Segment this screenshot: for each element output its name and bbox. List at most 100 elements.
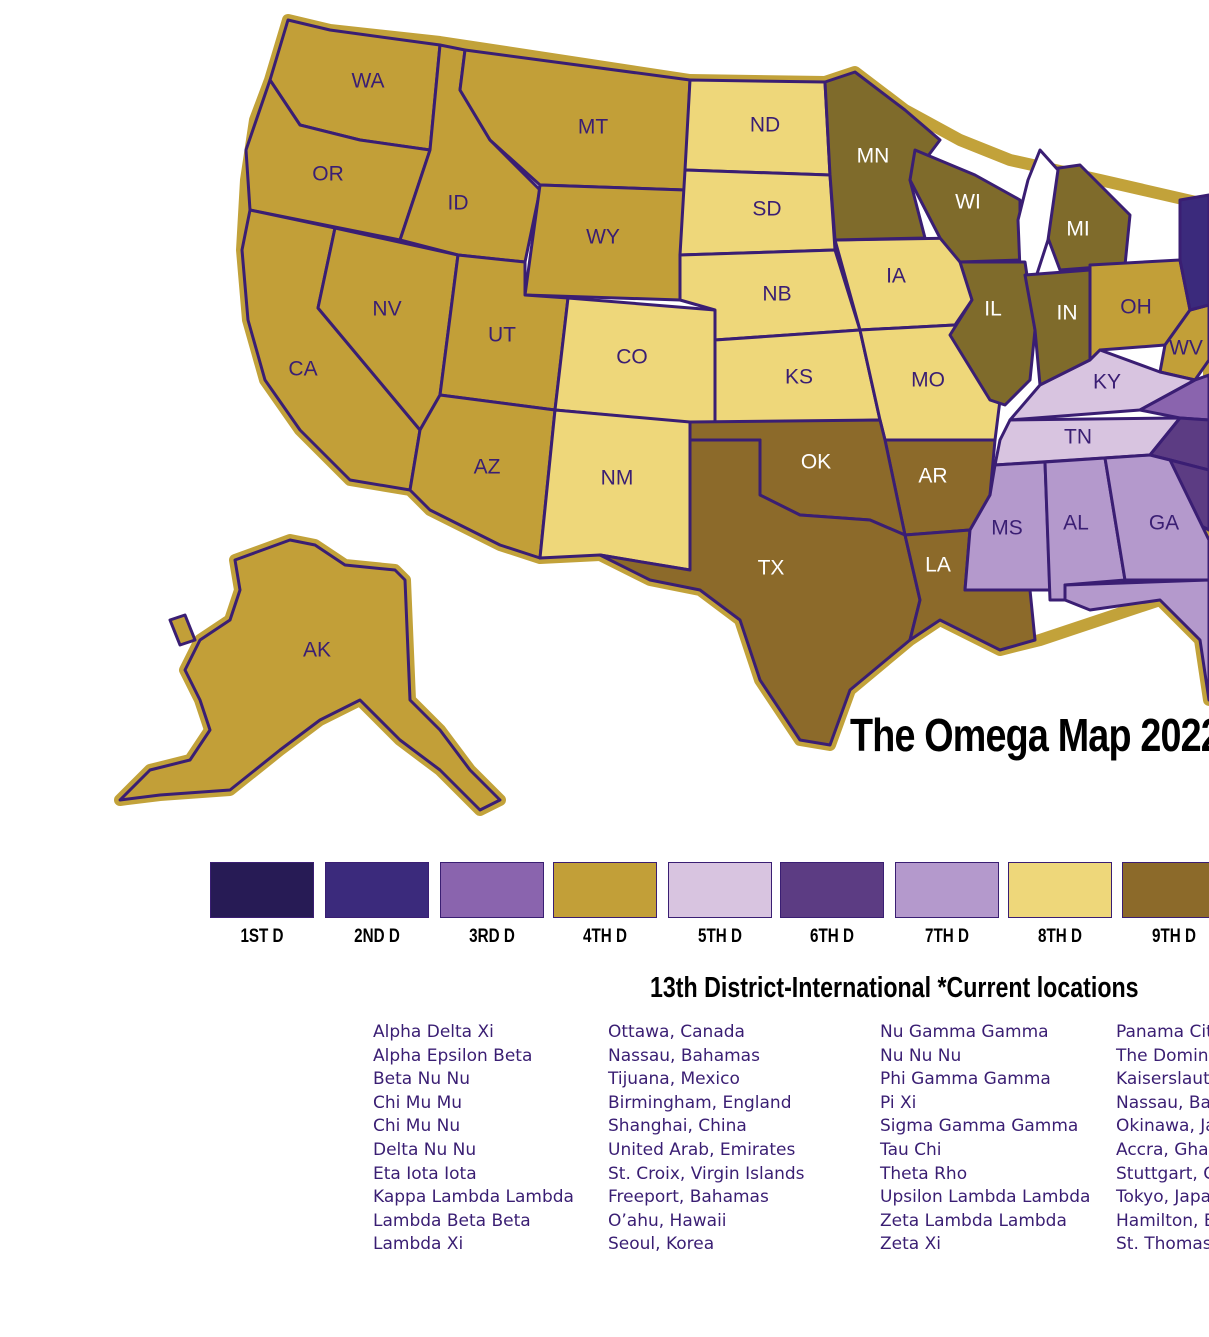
list-item: Hamilton, B (1116, 1210, 1209, 1231)
state-label-wi: WI (955, 191, 981, 214)
state-label-al: AL (1063, 512, 1089, 535)
state-label-tn: TN (1064, 426, 1092, 449)
list-item: Zeta Lambda Lambda (880, 1210, 1067, 1231)
state-label-ia: IA (886, 265, 906, 288)
intl-column-4: Panama Cit The Domini KaiserslauteNassau, … (1116, 1021, 1209, 1257)
list-item: Zeta Xi (880, 1234, 941, 1255)
state-label-ar: AR (918, 465, 947, 488)
state-pa-edge (1178, 193, 1209, 312)
list-item: St. Croix, Virgin Islands (608, 1163, 805, 1184)
list-item: Okinawa, Ja (1116, 1116, 1209, 1137)
state-label-ak: AK (303, 639, 331, 662)
state-label-la: LA (925, 554, 951, 577)
state-label-ks: KS (785, 366, 813, 389)
intl-column-2: Ottawa, Canada Nassau, Bahamas Tijuana, Me… (608, 1021, 805, 1257)
legend-label-1: 1ST D (240, 926, 284, 947)
state-label-co: CO (616, 346, 648, 369)
state-label-mt: MT (578, 116, 608, 139)
list-item: Lambda Beta Beta (373, 1210, 531, 1231)
state-label-nv: NV (372, 298, 401, 321)
legend-swatch-2 (325, 862, 429, 918)
state-label-ca: CA (288, 358, 317, 381)
state-label-nd: ND (750, 114, 780, 137)
list-item: Tokyo, Japa (1116, 1187, 1209, 1208)
state-label-sd: SD (752, 198, 781, 221)
list-item: Chi Mu Mu (373, 1092, 463, 1113)
state-label-id: ID (448, 192, 469, 215)
state-label-wa: WA (351, 70, 384, 93)
list-item: Ottawa, Canada (608, 1022, 745, 1042)
legend-swatch-4 (553, 862, 657, 918)
list-item: Nassau, Bahamas (608, 1045, 760, 1066)
state-nm (538, 408, 692, 572)
list-item: Phi Gamma Gamma (880, 1069, 1051, 1090)
state-label-ms: MS (991, 517, 1023, 540)
state-label-mo: MO (911, 369, 945, 392)
legend-swatch-1 (210, 862, 314, 918)
list-item: Theta Rho (880, 1163, 968, 1184)
list-item: Sigma Gamma Gamma (880, 1116, 1079, 1137)
state-labels: WA OR CA ID NV MT WY UT AZ AK CO NM ND SD NB KS IA MO MN WI… (288, 70, 1203, 662)
state-label-az: AZ (474, 456, 501, 479)
list-item: Chi Mu Nu (373, 1116, 461, 1137)
list-item: Stuttgart, G (1116, 1163, 1209, 1184)
legend-label-4: 4TH D (583, 926, 627, 947)
list-item: United Arab, Emirates (608, 1139, 796, 1160)
legend-label-9: 9TH D (1152, 926, 1196, 947)
list-item: Tijuana, Mexico (608, 1069, 740, 1090)
list-item: Accra, Ghar (1116, 1139, 1209, 1160)
legend-label-5: 5TH D (698, 926, 742, 947)
legend-label-8: 8TH D (1038, 926, 1082, 947)
list-item: The Domini (1116, 1045, 1209, 1066)
list-item: Nassau, Bah (1116, 1092, 1209, 1113)
legend-label-6: 6TH D (810, 926, 854, 947)
list-item: O’ahu, Hawaii (608, 1210, 727, 1231)
list-item: Tau Chi (880, 1139, 942, 1160)
state-label-or: OR (312, 163, 344, 186)
list-item: Panama Cit (1116, 1022, 1209, 1042)
legend-label-7: 7TH D (925, 926, 969, 947)
state-label-nb: NB (762, 283, 791, 306)
state-label-ut: UT (488, 324, 516, 347)
state-label-il: IL (984, 298, 1002, 321)
list-item: Alpha Delta Xi (373, 1022, 494, 1042)
list-item: Kaiserslaute (1116, 1069, 1209, 1090)
list-item: Upsilon Lambda Lambda (880, 1187, 1091, 1208)
legend-label-3: 3RD D (469, 926, 515, 947)
state-label-wy: WY (586, 226, 620, 249)
legend-swatch-8 (1008, 862, 1112, 918)
alaska-island (168, 613, 197, 647)
legend-swatch-6 (780, 862, 884, 918)
legend-swatch-5 (668, 862, 772, 918)
list-item: Nu Gamma Gamma (880, 1022, 1049, 1042)
list-item: Shanghai, China (608, 1116, 747, 1137)
list-item: Alpha Epsilon Beta (373, 1045, 533, 1066)
legend-swatch-3 (440, 862, 544, 918)
international-heading: 13th District-International *Current loc… (650, 972, 1139, 1004)
list-item: Freeport, Bahamas (608, 1187, 769, 1208)
state-fl-edge (1063, 578, 1209, 702)
state-label-nm: NM (601, 467, 634, 490)
intl-column-3: Nu Gamma Gamma Nu Nu Nu Phi Gamma Gamma Pi … (880, 1021, 1090, 1257)
list-item: Seoul, Korea (608, 1234, 715, 1255)
intl-column-1: Alpha Delta Xi Alpha Epsilon Beta Beta Nu … (373, 1021, 574, 1257)
state-label-ky: KY (1093, 371, 1121, 394)
list-item: Nu Nu Nu (880, 1045, 962, 1066)
state-label-mi: MI (1066, 218, 1089, 241)
state-ak (118, 538, 502, 812)
state-tx (598, 438, 922, 747)
list-item: Birmingham, England (608, 1092, 792, 1113)
state-label-in: IN (1057, 302, 1078, 325)
legend-label-2: 2ND D (354, 926, 400, 947)
state-ga (1103, 453, 1209, 582)
state-label-mn: MN (857, 145, 890, 168)
map-title: The Omega Map 2022 (850, 709, 1209, 761)
list-item: Pi Xi (880, 1092, 917, 1113)
legend-swatch-9 (1122, 862, 1209, 918)
legend-swatch-7 (895, 862, 999, 918)
list-item: Delta Nu Nu (373, 1139, 477, 1160)
list-item: Eta Iota Iota (373, 1163, 477, 1184)
state-label-wv: WV (1169, 337, 1203, 360)
us-district-map: WA OR CA ID NV MT WY UT AZ AK CO NM ND SD NB KS IA MO MN WI… (114, 14, 1209, 816)
list-item: Lambda Xi (373, 1234, 464, 1255)
